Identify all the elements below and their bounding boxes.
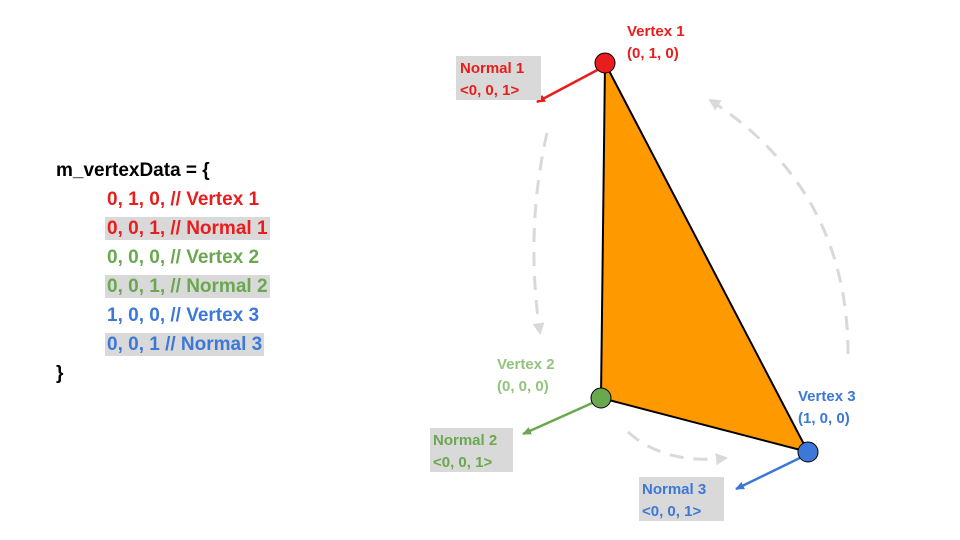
normal-3-arrow (735, 453, 807, 491)
normal-1-vector: <0, 0, 1> (460, 82, 519, 99)
code-line-vertex-1: 0, 1, 0, // Vertex 1 (56, 185, 270, 214)
code-line-vertex-2: 0, 0, 0, // Vertex 2 (56, 243, 270, 272)
vertex-2-dot (590, 387, 612, 409)
normal-2-label: Normal 2 (433, 432, 497, 449)
code-close-line: } (56, 363, 64, 384)
triangle (599, 62, 810, 454)
vertex-1-label: Vertex 1 (627, 23, 685, 40)
vertex-2-label: Vertex 2 (497, 356, 555, 373)
code-text: 0, 0, 1, // Normal 1 (105, 217, 270, 240)
code-text: 0, 1, 0, // Vertex 1 (107, 189, 260, 210)
normal-1-arrow (536, 65, 604, 104)
normal-2-arrow (522, 398, 600, 436)
code-open-line: m_vertexData = { (56, 160, 210, 181)
normal-2-label-bg (430, 428, 513, 472)
winding-arrow-bottom (627, 430, 728, 466)
vertex-1-coords: (0, 1, 0) (627, 45, 679, 62)
code-line-normal-3: 0, 0, 1 // Normal 3 (56, 330, 270, 359)
code-line-vertex-3: 1, 0, 0, // Vertex 3 (56, 301, 270, 330)
winding-arrow-right (708, 98, 850, 355)
code-line-normal-2: 0, 0, 1, // Normal 2 (56, 272, 270, 301)
winding-arrow-left (532, 132, 549, 335)
normal-2-vector: <0, 0, 1> (433, 454, 492, 471)
code-text: 0, 0, 1, // Normal 2 (105, 275, 270, 298)
code-text: 0, 0, 0, // Vertex 2 (107, 247, 260, 268)
vertex-2-coords: (0, 0, 0) (497, 378, 549, 395)
normal-3-label: Normal 3 (642, 481, 706, 498)
vertex-1-dot (594, 52, 616, 74)
code-text: 1, 0, 0, // Vertex 3 (107, 305, 260, 326)
normal-1-label: Normal 1 (460, 60, 524, 77)
normal-3-vector: <0, 0, 1> (642, 503, 701, 520)
vertex-3-coords: (1, 0, 0) (798, 410, 850, 427)
code-line-normal-1: 0, 0, 1, // Normal 1 (56, 214, 270, 243)
normal-3-label-bg (639, 477, 724, 521)
vertex-3-label: Vertex 3 (798, 388, 856, 405)
vertex-data-code: m_vertexData = { 0, 1, 0, // Vertex 1 0,… (56, 156, 270, 388)
normal-1-label-bg (456, 56, 541, 100)
vertex-3-dot (797, 441, 819, 463)
code-text: 0, 0, 1 // Normal 3 (105, 333, 265, 356)
